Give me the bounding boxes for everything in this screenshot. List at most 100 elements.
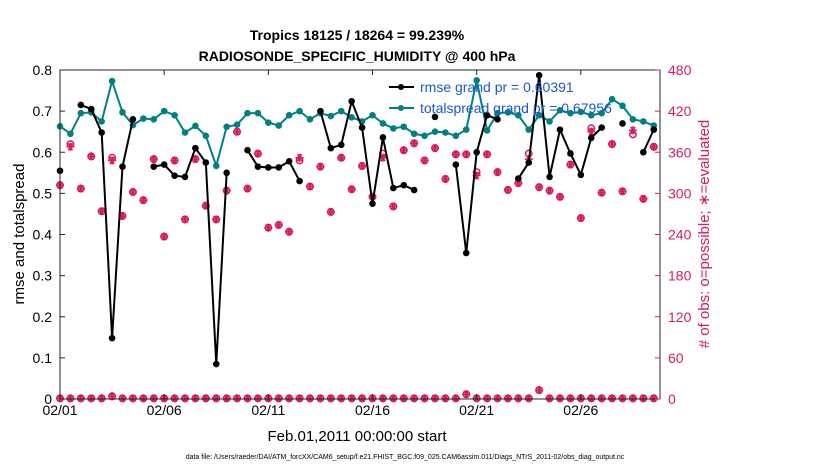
totalspread-point <box>327 112 335 120</box>
evaluated-obs-point <box>76 394 85 403</box>
evaluated-obs-point <box>170 394 179 403</box>
evaluated-obs-point <box>326 207 335 216</box>
evaluated-obs-point <box>306 394 314 403</box>
totalspread-point <box>67 130 74 138</box>
evaluated-obs-point <box>87 152 96 161</box>
evaluated-obs-point <box>587 127 596 136</box>
totalspread-point <box>150 116 158 123</box>
totalspread-point <box>473 76 480 84</box>
evaluated-obs-point <box>420 156 429 165</box>
rmse-point <box>202 159 210 166</box>
series-layer <box>56 72 658 403</box>
rmse-point <box>587 134 595 142</box>
rmse-point <box>129 116 137 123</box>
evaluated-obs-point <box>618 187 627 196</box>
y-axis-label-right: # of obs: o=possible; ∗=evaluated <box>696 120 713 349</box>
totalspread-point <box>348 113 355 121</box>
evaluated-obs-point <box>462 390 471 399</box>
x-tick-label: 02/01 <box>42 402 77 418</box>
totalspread-point <box>171 111 178 119</box>
totalspread-point <box>98 118 105 125</box>
data-file-footnote: data file: /Users/raeder/DAI/ATM_forcXX/… <box>186 454 625 461</box>
totalspread-point <box>629 116 637 123</box>
evaluated-obs-point <box>212 394 221 403</box>
evaluated-obs-point <box>597 394 606 403</box>
rmse-point <box>369 200 376 207</box>
evaluated-obs-point <box>649 142 658 151</box>
totalspread-point <box>421 132 428 140</box>
y-left-tick-label: 0.3 <box>33 268 53 284</box>
evaluated-obs-point <box>274 394 283 403</box>
rmse-point <box>379 134 387 141</box>
rmse-point <box>317 107 324 115</box>
evaluated-obs-point <box>618 394 627 403</box>
evaluated-obs-point <box>139 394 148 403</box>
evaluated-obs-point <box>503 394 512 403</box>
rmse-point <box>358 124 366 131</box>
rmse-point <box>598 124 605 131</box>
rmse-point <box>212 360 220 368</box>
totalspread-point <box>265 119 272 126</box>
evaluated-obs-point <box>212 215 221 224</box>
totalspread-point <box>535 111 543 119</box>
totalspread-point <box>598 109 605 117</box>
evaluated-obs-point <box>378 394 387 403</box>
evaluated-obs-point <box>483 150 492 159</box>
totalspread-point <box>77 109 85 117</box>
evaluated-obs-point <box>87 394 96 403</box>
evaluated-obs-point <box>222 394 231 403</box>
rmse-point <box>285 157 293 165</box>
rmse-point <box>296 177 303 185</box>
evaluated-obs-point <box>160 232 169 241</box>
evaluated-obs-point <box>316 162 325 171</box>
evaluated-obs-point <box>628 126 637 135</box>
evaluated-obs-point <box>410 139 419 148</box>
totalspread-point <box>233 121 241 128</box>
rmse-point <box>640 148 647 156</box>
evaluated-obs-point <box>556 394 564 403</box>
totalspread-point <box>587 111 595 119</box>
totalspread-point <box>556 107 564 114</box>
totalspread-point <box>400 123 408 131</box>
evaluated-obs-point <box>535 386 544 395</box>
evaluated-obs-point <box>441 174 450 183</box>
totalspread-point <box>525 126 533 133</box>
totalspread-point <box>546 118 553 125</box>
y-right-tick-label: 480 <box>668 62 692 78</box>
rmse-point <box>400 181 408 189</box>
evaluated-obs-point <box>66 394 75 403</box>
rmse-point <box>244 146 251 154</box>
totalspread-point <box>462 126 470 133</box>
x-tick-label: 02/11 <box>251 402 285 418</box>
evaluated-obs-point <box>97 394 106 403</box>
y-right-tick-label: 60 <box>668 350 684 366</box>
evaluated-obs-point <box>76 184 85 193</box>
totalspread-point <box>608 95 616 103</box>
evaluated-obs-point <box>441 394 450 403</box>
rmse-line-segment <box>642 129 655 153</box>
evaluated-obs-point <box>358 161 367 170</box>
totalspread-point <box>640 118 647 125</box>
totalspread-point <box>296 107 303 115</box>
totalspread-point <box>337 107 345 115</box>
evaluated-obs-point <box>108 156 117 165</box>
evaluated-obs-point <box>285 394 294 403</box>
totalspread-point <box>515 111 522 119</box>
rmse-point <box>181 173 189 181</box>
y-right-tick-label: 0 <box>668 391 676 407</box>
evaluated-obs-point <box>431 394 439 403</box>
rmse-point <box>254 163 262 170</box>
totalspread-point <box>452 132 460 140</box>
y-right-tick-label: 360 <box>668 144 692 160</box>
evaluated-obs-point <box>545 186 554 195</box>
y-right-tick-label: 420 <box>668 103 692 119</box>
rmse-point <box>556 126 564 133</box>
y-left-tick-label: 0 <box>44 391 52 407</box>
axis-layer: 02/01 02/06 02/11 02/16 02/21 02/26 0 0.1 0.2 0.3… <box>33 62 692 418</box>
evaluated-obs-point <box>462 150 471 159</box>
chart-title-line2: RADIOSONDE_SPECIFIC_HUMIDITY @ 400 hPa <box>199 48 516 64</box>
totalspread-point <box>140 115 147 122</box>
evaluated-obs-point <box>295 394 304 403</box>
totalspread-point <box>483 127 491 134</box>
rmse-point <box>431 113 439 121</box>
